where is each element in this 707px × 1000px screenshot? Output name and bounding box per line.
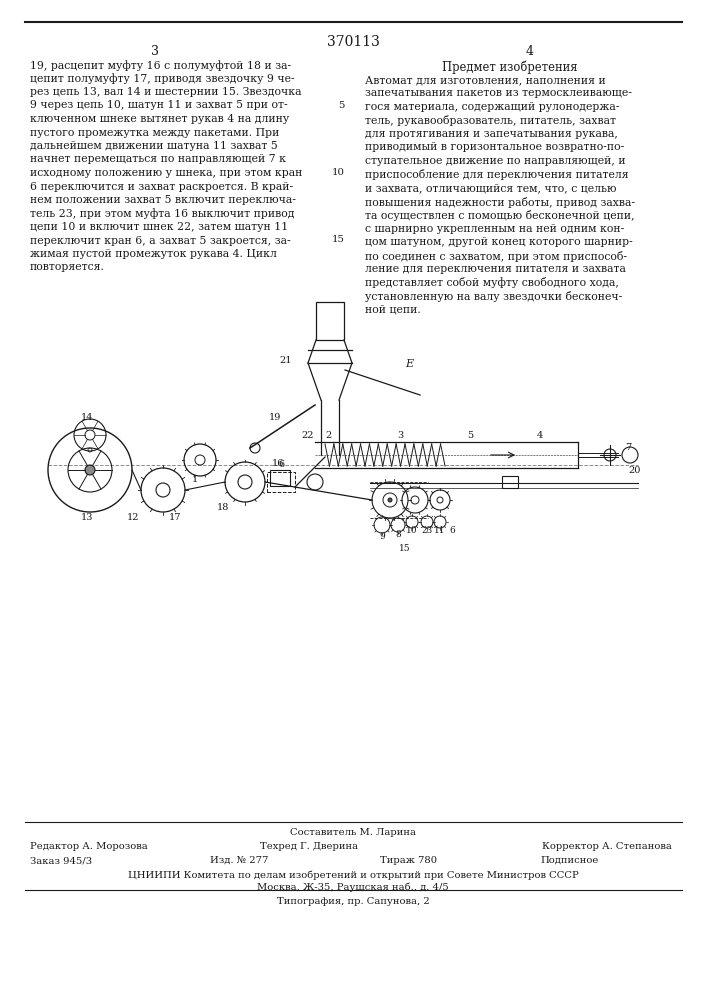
Text: 14: 14 <box>81 413 93 422</box>
Text: исходному положению у шнека, при этом кран: исходному положению у шнека, при этом кр… <box>30 168 303 178</box>
Text: и захвата, отличающийся тем, что, с целью: и захвата, отличающийся тем, что, с цель… <box>365 183 617 193</box>
Text: Типография, пр. Сапунова, 2: Типография, пр. Сапунова, 2 <box>276 897 429 906</box>
Text: Москва, Ж-35, Раушская наб., д. 4/5: Москва, Ж-35, Раушская наб., д. 4/5 <box>257 883 449 892</box>
Text: повышения надежности работы, привод захва-: повышения надежности работы, привод захв… <box>365 196 635 208</box>
Text: 1: 1 <box>192 475 198 484</box>
Text: запечатывания пакетов из термосклеивающе-: запечатывания пакетов из термосклеивающе… <box>365 89 632 99</box>
Text: ной цепи.: ной цепи. <box>365 304 421 314</box>
Text: 11: 11 <box>434 526 445 535</box>
Text: 22: 22 <box>302 431 314 440</box>
Text: нем положении захват 5 включит переключа-: нем положении захват 5 включит переключа… <box>30 195 296 205</box>
Text: 9 через цепь 10, шатун 11 и захват 5 при от-: 9 через цепь 10, шатун 11 и захват 5 при… <box>30 101 288 110</box>
Text: представляет собой муфту свободного хода,: представляет собой муфту свободного хода… <box>365 277 619 288</box>
Text: 6: 6 <box>449 526 455 535</box>
Text: 5: 5 <box>339 101 345 109</box>
Text: E: E <box>405 359 413 369</box>
Text: 15: 15 <box>399 544 411 553</box>
Text: дальнейшем движении шатуна 11 захват 5: дальнейшем движении шатуна 11 захват 5 <box>30 141 278 151</box>
Text: 5: 5 <box>467 431 473 440</box>
Text: 17: 17 <box>169 513 181 522</box>
Text: та осуществлен с помощью бесконечной цепи,: та осуществлен с помощью бесконечной цеп… <box>365 210 635 221</box>
Text: 4: 4 <box>526 45 534 58</box>
Text: приводимый в горизонтальное возвратно-по-: приводимый в горизонтальное возвратно-по… <box>365 142 624 152</box>
Text: 10: 10 <box>407 526 418 535</box>
Text: 21: 21 <box>279 356 292 365</box>
Text: 3: 3 <box>397 431 403 440</box>
Text: пустого промежутка между пакетами. При: пустого промежутка между пакетами. При <box>30 127 279 137</box>
Text: 7: 7 <box>625 443 631 452</box>
Text: Автомат для изготовления, наполнения и: Автомат для изготовления, наполнения и <box>365 75 606 85</box>
Text: 20: 20 <box>629 466 641 475</box>
Text: ление для переключения питателя и захвата: ление для переключения питателя и захват… <box>365 264 626 274</box>
Text: 6 переключится и захват раскроется. В край-: 6 переключится и захват раскроется. В кр… <box>30 182 293 192</box>
Circle shape <box>85 465 95 475</box>
Text: по соединен с захватом, при этом приспособ-: по соединен с захватом, при этом приспос… <box>365 250 627 261</box>
Text: Корректор А. Степанова: Корректор А. Степанова <box>542 842 672 851</box>
Text: установленную на валу звездочки бесконеч-: установленную на валу звездочки бесконеч… <box>365 291 622 302</box>
Text: ключенном шнеке вытянет рукав 4 на длину: ключенном шнеке вытянет рукав 4 на длину <box>30 114 289 124</box>
Text: цепи 10 и включит шнек 22, затем шатун 11: цепи 10 и включит шнек 22, затем шатун 1… <box>30 222 288 232</box>
Text: 3: 3 <box>151 45 159 58</box>
Text: начнет перемещаться по направляющей 7 к: начнет перемещаться по направляющей 7 к <box>30 154 286 164</box>
Text: Составитель М. Ларина: Составитель М. Ларина <box>290 828 416 837</box>
Text: 370113: 370113 <box>327 35 380 49</box>
Bar <box>502 476 518 488</box>
Text: тель, рукавообразователь, питатель, захват: тель, рукавообразователь, питатель, захв… <box>365 115 616 126</box>
Text: 2: 2 <box>325 431 331 440</box>
Text: Заказ 945/3: Заказ 945/3 <box>30 856 92 865</box>
Text: цом шатуном, другой конец которого шарнир-: цом шатуном, другой конец которого шарни… <box>365 237 633 247</box>
Text: жимая пустой промежуток рукава 4. Цикл: жимая пустой промежуток рукава 4. Цикл <box>30 249 277 259</box>
Text: ЦНИИПИ Комитета по делам изобретений и открытий при Совете Министров СССР: ЦНИИПИ Комитета по делам изобретений и о… <box>128 870 578 880</box>
Text: 19, расцепит муфту 16 с полумуфтой 18 и за-: 19, расцепит муфту 16 с полумуфтой 18 и … <box>30 60 291 71</box>
Text: 9: 9 <box>379 532 385 541</box>
Text: 15: 15 <box>332 235 345 244</box>
Text: 16: 16 <box>271 459 284 468</box>
Text: цепит полумуфту 17, приводя звездочку 9 че-: цепит полумуфту 17, приводя звездочку 9 … <box>30 74 295 84</box>
Bar <box>270 470 290 486</box>
Text: приспособление для переключения питателя: приспособление для переключения питателя <box>365 169 629 180</box>
Text: 18: 18 <box>217 503 229 512</box>
Text: с шарнирно укрепленным на ней одним кон-: с шарнирно укрепленным на ней одним кон- <box>365 224 624 233</box>
Text: гося материала, содержащий рулонодержа-: гося материала, содержащий рулонодержа- <box>365 102 619 112</box>
Text: Изд. № 277: Изд. № 277 <box>210 856 269 865</box>
Text: 19: 19 <box>269 413 281 422</box>
Text: 6: 6 <box>278 460 284 469</box>
Text: 12: 12 <box>127 513 139 522</box>
Text: Редактор А. Морозова: Редактор А. Морозова <box>30 842 148 851</box>
Text: Подписное: Подписное <box>540 856 598 865</box>
Text: Тираж 780: Тираж 780 <box>380 856 437 865</box>
Bar <box>267 472 295 492</box>
Text: Техред Г. Дверина: Техред Г. Дверина <box>260 842 358 851</box>
Text: переключит кран 6, а захват 5 закроется, за-: переключит кран 6, а захват 5 закроется,… <box>30 235 291 245</box>
Circle shape <box>388 498 392 502</box>
Text: 10: 10 <box>332 168 345 177</box>
Text: повторяется.: повторяется. <box>30 262 105 272</box>
Text: 4: 4 <box>537 431 543 440</box>
Text: рез цепь 13, вал 14 и шестернии 15. Звездочка: рез цепь 13, вал 14 и шестернии 15. Звез… <box>30 87 301 97</box>
Text: Предмет изобретения: Предмет изобретения <box>443 60 578 74</box>
Text: 23: 23 <box>421 526 433 535</box>
Text: тель 23, при этом муфта 16 выключит привод: тель 23, при этом муфта 16 выключит прив… <box>30 209 295 219</box>
Text: 13: 13 <box>81 513 93 522</box>
Text: 8: 8 <box>395 530 401 539</box>
Text: ступательное движение по направляющей, и: ступательное движение по направляющей, и <box>365 156 626 166</box>
Text: для протягивания и запечатывания рукава,: для протягивания и запечатывания рукава, <box>365 129 618 139</box>
Bar <box>316 302 344 340</box>
